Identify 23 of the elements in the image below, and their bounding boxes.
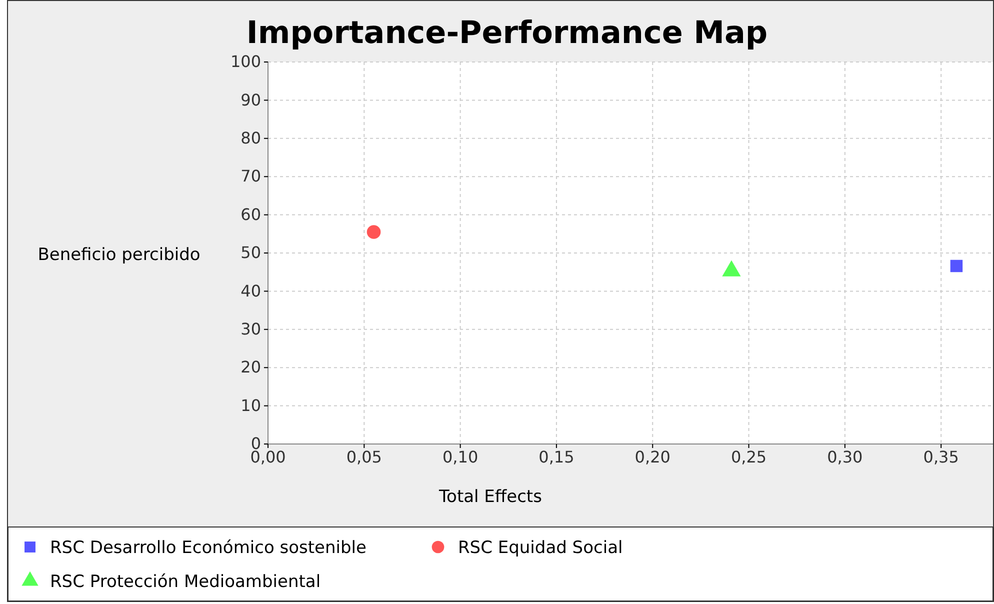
x-tick-label: 0,10 <box>442 447 478 466</box>
y-axis-title: Beneficio percibido <box>38 245 200 265</box>
x-axis-title: Total Effects <box>438 487 542 507</box>
y-tick-label: 90 <box>240 90 261 110</box>
chart-title: Importance-Performance Map <box>246 15 768 51</box>
x-tick-label: 0,05 <box>346 447 382 466</box>
y-tick-label: 60 <box>240 204 261 224</box>
x-tick-label: 0,30 <box>827 447 863 466</box>
y-tick-label: 20 <box>240 358 261 377</box>
y-tick-label: 50 <box>240 243 261 262</box>
y-tick-label: 30 <box>240 320 261 339</box>
legend-label: RSC Protección Medioambiental <box>50 572 321 592</box>
x-tick-label: 0,25 <box>730 447 767 466</box>
legend-label: RSC Desarrollo Económico sostenible <box>50 538 366 558</box>
y-tick-label: 40 <box>240 281 261 300</box>
x-tick-label: 0,15 <box>538 447 574 466</box>
x-tick-label: 0,35 <box>923 447 959 466</box>
x-tick-label: 0,20 <box>634 447 670 466</box>
y-tick-label: 100 <box>230 52 261 72</box>
y-tick-label: 10 <box>240 396 261 415</box>
y-tick-label: 80 <box>240 128 261 148</box>
y-tick-label: 70 <box>240 166 261 186</box>
legend-label: RSC Equidad Social <box>458 538 623 558</box>
